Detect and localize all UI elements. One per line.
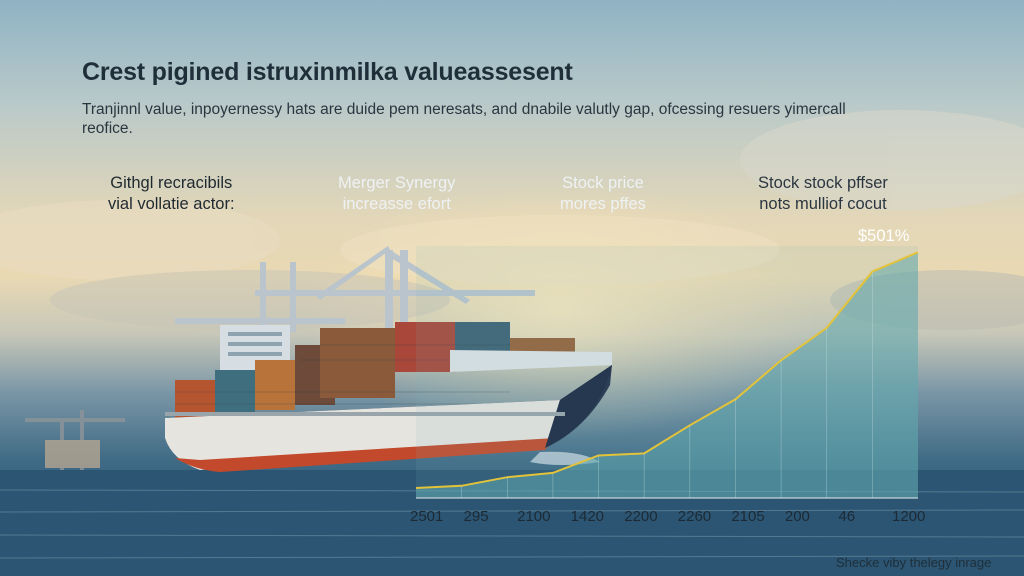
page-subtitle: Tranjinnl value, inpoyernessy hats are d…: [82, 101, 846, 137]
chart-x-tick-labels: 2501 295 2100 1420 2200 2260 2105 200 46 1200: [410, 508, 925, 528]
metric-label-merger-synergy: Merger Synergy increasse efort: [338, 173, 455, 215]
x-tick-label: 2200: [624, 508, 658, 525]
chart-grid-lines: [461, 271, 873, 498]
x-tick-label: 1200: [892, 508, 926, 525]
chart-peak-label: $501%: [858, 227, 910, 245]
metric-label-line: mores pffes: [560, 195, 646, 213]
metric-label-line: Merger Synergy: [338, 174, 456, 192]
image-credit: Shecke viby thelegy inrage: [836, 555, 992, 570]
x-tick-label: 2100: [517, 508, 551, 525]
x-tick-label: 2105: [731, 508, 765, 525]
distant-crane: [25, 410, 125, 470]
x-tick-label: 200: [784, 508, 810, 525]
metric-label-line: increasse efort: [342, 195, 451, 213]
x-tick-label: 1420: [570, 508, 605, 525]
metric-label-line: Githgl recracibils: [110, 174, 233, 192]
chart-area-line: [415, 251, 919, 489]
x-tick-label: 2501: [410, 508, 444, 525]
growth-chart: [415, 246, 919, 499]
metric-label-line: nots mulliof cocut: [759, 195, 887, 213]
metric-label-stock-price: Stock price mores pffes: [560, 173, 646, 215]
page-title: Crest pigined istruxinmilka valueassesen…: [82, 58, 573, 86]
metric-label-volatility: Githgl recracibils vial vollatie actor:: [108, 173, 235, 215]
chart-area-fill: [416, 252, 918, 498]
metric-label-line: Stock price: [562, 174, 644, 192]
metric-label-line: vial vollatie actor:: [108, 195, 235, 213]
container-ship: [165, 246, 612, 472]
x-tick-label: 2260: [677, 508, 712, 525]
metric-label-line: Stock stock pffser: [758, 174, 888, 192]
metric-label-stock-offer: Stock stock pffser nots mulliof cocut: [758, 173, 888, 215]
x-tick-label: 46: [838, 508, 856, 525]
x-tick-label: 295: [463, 508, 489, 525]
